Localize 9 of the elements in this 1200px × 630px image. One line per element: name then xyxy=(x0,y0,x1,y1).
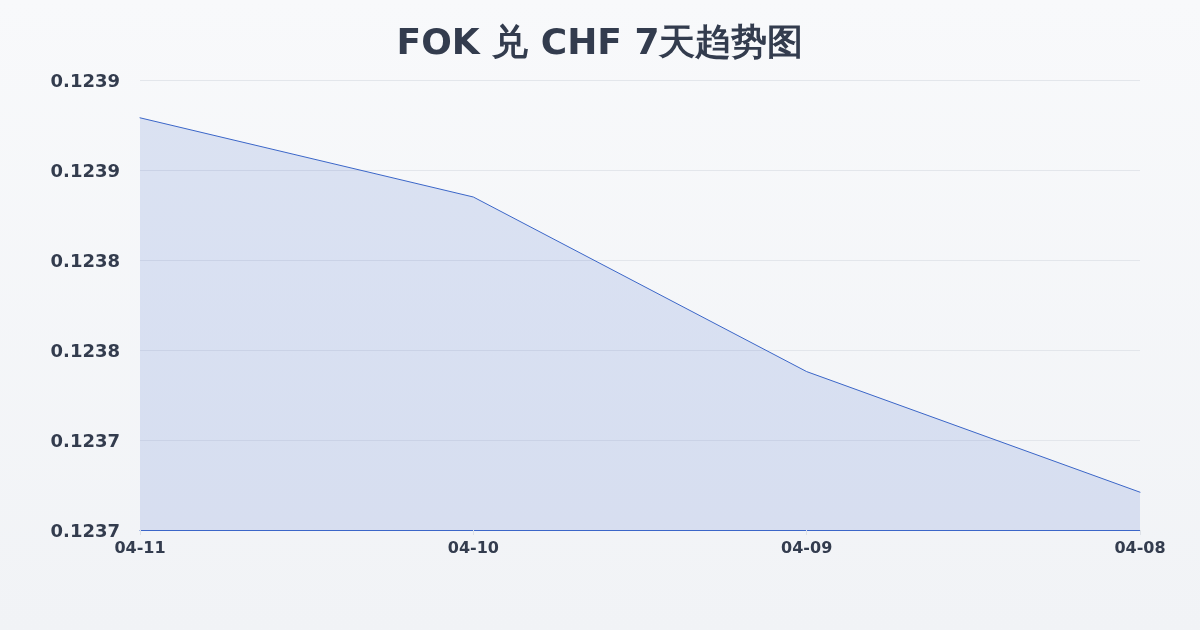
x-tick-label: 04-09 xyxy=(781,537,833,557)
chart-title: FOK 兑 CHF 7天趋势图 xyxy=(396,20,804,62)
x-tick-label: 04-08 xyxy=(1114,537,1166,557)
y-tick-label: 0.1238 xyxy=(50,249,120,271)
y-tick-label: 0.1239 xyxy=(50,159,120,181)
y-tick-label: 0.1238 xyxy=(50,339,120,361)
y-tick-label: 0.1239 xyxy=(50,69,120,91)
y-tick-label: 0.1237 xyxy=(50,429,120,451)
x-tick-label: 04-10 xyxy=(447,537,499,557)
